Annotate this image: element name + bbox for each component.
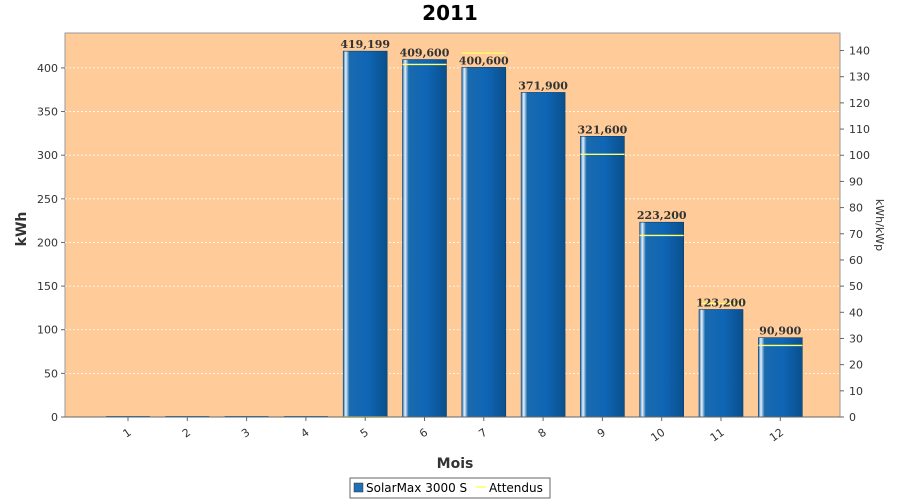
legend-label-attendus: Attendus [489,481,543,495]
y2-tick-label: 0 [849,411,856,424]
y2-tick-label: 60 [849,254,863,267]
y2-tick-label: 110 [849,123,870,136]
x-tick-label: 6 [417,426,430,441]
bar [461,67,507,418]
y2-tick-label: 10 [849,385,863,398]
data-label: 371,900 [518,79,568,92]
x-tick-label: 3 [239,426,252,441]
legend-box [349,477,551,499]
data-label: 223,200 [637,209,687,222]
x-tick-label: 4 [298,426,311,441]
data-label: 419,199 [340,38,390,51]
y2-tick-label: 40 [849,306,863,319]
y-tick-label: 200 [37,236,58,249]
y2-tick-label: 30 [849,332,863,345]
bar [342,50,388,418]
y2-tick-label: 90 [849,175,863,188]
y-tick-label: 50 [44,367,58,380]
y-tick-label: 400 [37,62,58,75]
bar [402,59,447,418]
x-tick-label: 11 [708,426,727,445]
legend-label-solarmax: SolarMax 3000 S [366,481,467,495]
x-axis-title: Mois [437,456,474,472]
bars [106,50,803,418]
value-labels: 419,199 409,600 400,600 371,900 321,600 223,2… [340,38,801,338]
y2-tick-label: 140 [849,45,870,58]
x-tick-label: 1 [121,426,134,441]
x-tick-label: 12 [767,426,786,445]
x-tick-label: 9 [595,426,608,441]
y-tick-label: 150 [37,280,58,293]
y2-tick-label: 120 [849,97,870,110]
x-tick-label: 10 [648,426,667,445]
y2-tick-label: 20 [849,359,863,372]
x-tick-label: 2 [180,426,193,441]
y-tick-label: 350 [37,106,58,119]
data-label: 321,600 [578,123,628,136]
y2-tick-label: 130 [849,71,870,84]
x-tick-label: 5 [358,426,371,441]
data-label: 409,600 [400,47,450,60]
bar [520,92,566,418]
data-label: 123,200 [696,296,746,309]
x-tick-label: 8 [536,426,549,441]
bar [757,337,803,418]
chart-title: 2011 [422,1,478,25]
legend: SolarMax 3000 S Attendus [349,477,551,499]
bar [698,309,744,418]
bar [639,221,685,418]
y2-tick-label: 100 [849,149,870,162]
legend-swatch-solarmax [353,482,364,493]
data-label: 400,600 [459,54,509,67]
y-axis-title: kWh [14,212,30,247]
y-tick-label: 250 [37,193,58,206]
x-tick-label: 7 [476,426,489,441]
y-tick-label: 300 [37,149,58,162]
data-label: 90,900 [759,325,801,338]
y2-tick-label: 50 [849,280,863,293]
bar [580,136,625,418]
y2-axis-title: kWh/kWp [873,199,886,251]
y2-tick-label: 70 [849,228,863,241]
y-tick-label: 0 [51,411,58,424]
y2-tick-label: 80 [849,202,863,215]
y-tick-label: 100 [37,324,58,337]
